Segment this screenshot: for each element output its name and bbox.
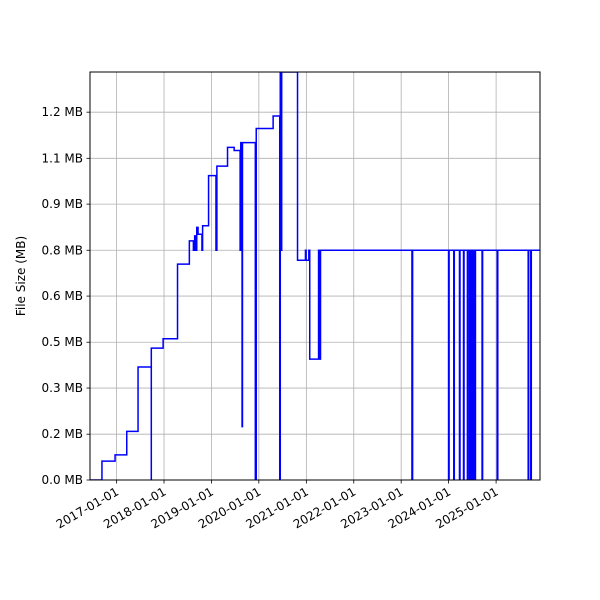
- y-tick-label: 0.5 MB: [42, 335, 83, 349]
- y-tick-label: 0.6 MB: [42, 289, 83, 303]
- y-tick-label: 0.9 MB: [42, 197, 83, 211]
- y-tick-label: 0.3 MB: [42, 381, 83, 395]
- y-tick-label: 0.0 MB: [42, 473, 83, 487]
- y-axis-label: File Size (MB): [14, 236, 28, 316]
- series-layer: [90, 72, 540, 480]
- plot-area: [90, 72, 540, 480]
- y-tick-label: 1.1 MB: [42, 151, 83, 165]
- plot-frame: [89, 71, 541, 481]
- y-tick-label: 0.2 MB: [42, 427, 83, 441]
- file-size-series-line: [90, 72, 540, 480]
- y-tick-label: 0.8 MB: [42, 243, 83, 257]
- y-gridlines: [90, 111, 540, 481]
- y-tick-label: 1.2 MB: [42, 105, 83, 119]
- y-axis: 0.0 MB 0.2 MB 0.3 MB 0.5 MB 0.6 MB 0.8 MB 0.9 …: [42, 105, 90, 487]
